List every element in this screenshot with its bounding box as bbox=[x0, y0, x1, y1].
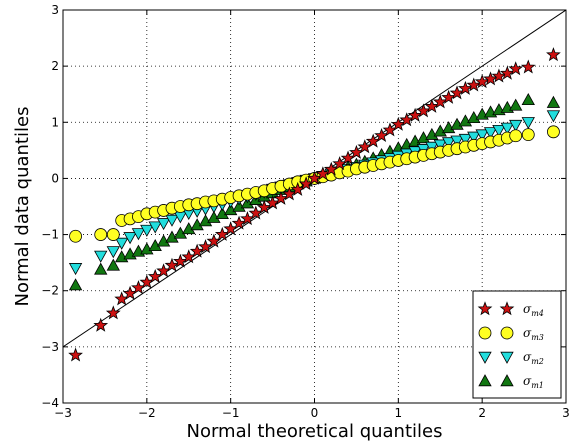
x-tick-label: 0 bbox=[311, 406, 319, 420]
y-axis-title: Normal data quantiles bbox=[12, 107, 33, 307]
legend-marker-m3 bbox=[501, 327, 513, 339]
y-tick-label: −4 bbox=[41, 396, 59, 410]
legend-marker-m3 bbox=[479, 327, 491, 339]
data-point-m3 bbox=[95, 229, 107, 241]
y-tick-label: −2 bbox=[41, 284, 59, 298]
x-axis-title: Normal theoretical quantiles bbox=[187, 421, 443, 442]
y-tick-label: −3 bbox=[41, 340, 59, 354]
data-point-m3 bbox=[510, 130, 522, 142]
legend: σm4 σm3 σm2 σm1 bbox=[473, 291, 561, 398]
y-tick-label: −1 bbox=[41, 228, 59, 242]
y-tick-label: 0 bbox=[51, 171, 59, 185]
data-point-m3 bbox=[70, 230, 82, 242]
x-tick-label: 2 bbox=[478, 406, 486, 420]
x-tick-label: 3 bbox=[562, 406, 570, 420]
x-tick-label: −1 bbox=[222, 406, 240, 420]
x-tick-label: −2 bbox=[138, 406, 156, 420]
y-tick-label: 3 bbox=[51, 3, 59, 17]
x-tick-label: 1 bbox=[395, 406, 403, 420]
data-point-m3 bbox=[522, 129, 534, 141]
y-tick-label: 1 bbox=[51, 115, 59, 129]
data-point-m3 bbox=[107, 229, 119, 241]
data-point-m3 bbox=[547, 126, 559, 138]
y-tick-label: 2 bbox=[51, 59, 59, 73]
